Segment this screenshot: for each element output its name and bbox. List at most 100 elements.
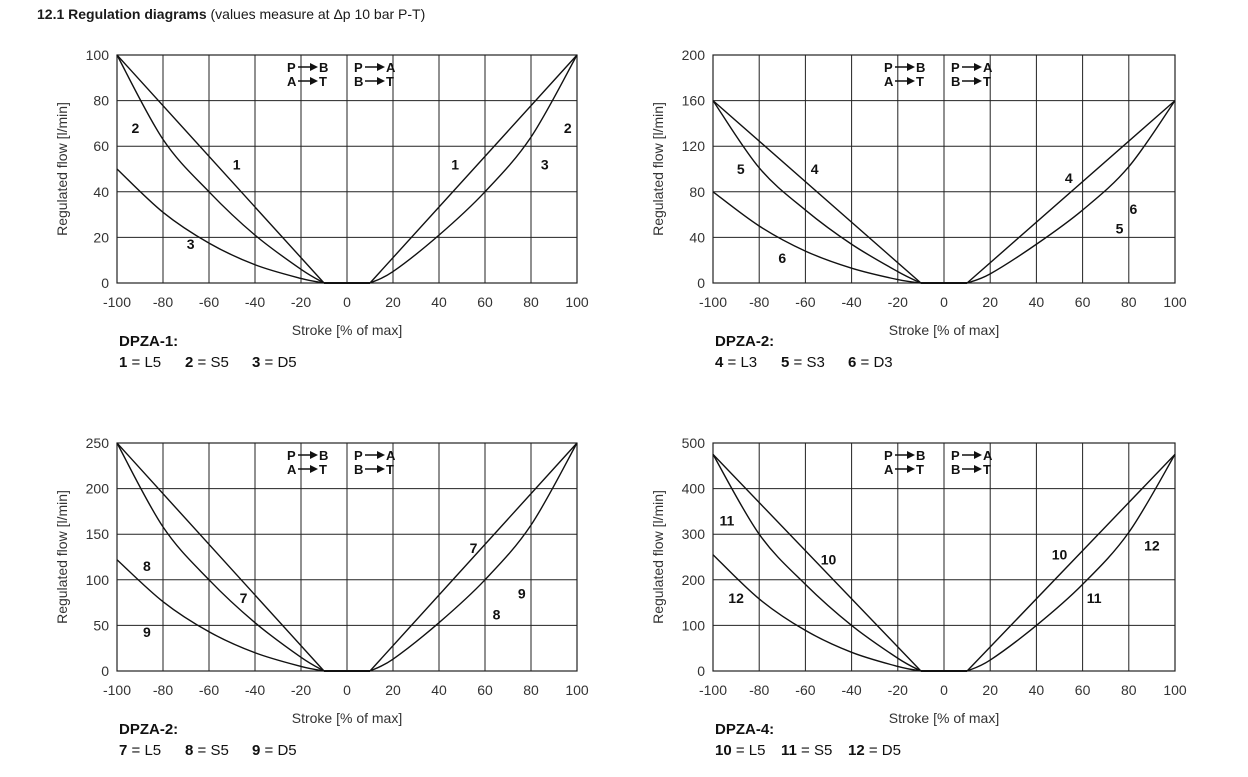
legend-code: = D3: [856, 354, 892, 371]
arrow-head-icon: [974, 77, 982, 85]
legend-number: 12: [848, 742, 865, 759]
legend-entry: 4 = L3: [715, 354, 757, 371]
model-title: DPZA-4:: [715, 721, 774, 738]
legend-code: = D5: [865, 742, 901, 759]
curve-label: 2: [564, 120, 572, 136]
flow-p-a-to: A: [983, 448, 993, 463]
legend-number: 4: [715, 354, 724, 371]
x-tick-label: 0: [940, 682, 948, 698]
x-tick-label: -40: [245, 682, 265, 698]
flow-p-a-from: P: [354, 448, 363, 463]
flow-p-b-to: B: [916, 448, 925, 463]
flow-a-t-from: A: [884, 462, 894, 477]
x-tick-label: 20: [385, 682, 401, 698]
legend-number: 3: [252, 354, 260, 371]
x-tick-label: -60: [795, 682, 815, 698]
curve-label: 1: [233, 156, 241, 172]
flow-p-b-from: P: [287, 60, 296, 75]
x-tick-label: 40: [431, 294, 447, 310]
x-tick-label: -100: [699, 294, 727, 310]
curve-label: 7: [470, 540, 478, 556]
series-line-1: [116, 54, 325, 284]
x-tick-label: -60: [199, 682, 219, 698]
x-tick-label: 0: [940, 294, 948, 310]
legend-entry: 3 = D5: [252, 354, 297, 371]
x-tick-label: 40: [431, 682, 447, 698]
y-tick-label: 250: [86, 435, 110, 451]
x-tick-label: 60: [1075, 682, 1091, 698]
flow-p-b-from: P: [884, 448, 893, 463]
series-line-5: [966, 100, 1176, 284]
legend-number: 8: [185, 742, 193, 759]
x-tick-label: 100: [565, 294, 589, 310]
flow-b-t-from: B: [354, 74, 363, 89]
series-line-1: [116, 442, 325, 672]
x-tick-label: 20: [982, 294, 998, 310]
series-line-4: [966, 100, 1176, 284]
y-tick-label: 20: [93, 229, 109, 245]
arrow-head-icon: [377, 451, 385, 459]
arrow-head-icon: [907, 63, 915, 71]
x-tick-label: 80: [523, 294, 539, 310]
legend-code: = L5: [127, 742, 161, 759]
legend-number: 11: [781, 742, 797, 759]
x-tick-label: 20: [982, 682, 998, 698]
x-tick-label: -40: [245, 294, 265, 310]
curve-label: 3: [541, 156, 549, 172]
series-line-3: [116, 168, 325, 284]
series-line-4: [369, 442, 578, 672]
flow-p-a-from: P: [354, 60, 363, 75]
series-line-2: [116, 54, 325, 284]
x-tick-label: -60: [795, 294, 815, 310]
legend-number: 1: [119, 354, 127, 371]
arrow-head-icon: [974, 465, 982, 473]
legend-entry: 8 = S5: [185, 742, 229, 759]
flow-p-b-to: B: [916, 60, 925, 75]
flow-p-a-to: A: [386, 448, 396, 463]
legend-number: 5: [781, 354, 789, 371]
x-tick-label: -100: [103, 294, 131, 310]
y-tick-label: 40: [93, 184, 109, 200]
x-axis-label: Stroke [% of max]: [889, 322, 999, 338]
x-tick-label: -80: [749, 294, 769, 310]
curve-label: 6: [778, 250, 786, 266]
chart-1: -100 -80 -60 -40 -20 0 20 40 60 80 100 0 20 40 60 80 100…: [54, 47, 589, 371]
legend-code: = S5: [797, 742, 832, 759]
y-axis-label: Regulated flow [l/min]: [650, 102, 666, 236]
arrow-head-icon: [974, 451, 982, 459]
flow-a-t-to: T: [916, 74, 924, 89]
flow-a-t-to: T: [319, 74, 327, 89]
legend-entry: 2 = S5: [185, 354, 229, 371]
curve-label: 2: [132, 120, 140, 136]
x-axis-label: Stroke [% of max]: [292, 710, 402, 726]
flow-p-a-from: P: [951, 448, 960, 463]
x-tick-label: 0: [343, 294, 351, 310]
y-tick-label: 0: [101, 663, 109, 679]
flow-p-a-to: A: [386, 60, 396, 75]
flow-p-b-from: P: [287, 448, 296, 463]
flow-a-t-from: A: [884, 74, 894, 89]
x-tick-label: 60: [1075, 294, 1091, 310]
x-tick-label: 100: [565, 682, 589, 698]
curve-label: 11: [1087, 590, 1102, 606]
series-line-5: [369, 54, 578, 284]
curve-label: 10: [1052, 547, 1068, 563]
x-tick-label: -20: [888, 294, 908, 310]
y-tick-label: 100: [682, 617, 706, 633]
curve-label: 8: [493, 606, 501, 622]
legend-number: 10: [715, 742, 732, 759]
curve-label: 9: [518, 585, 526, 601]
curve-label: 6: [1130, 201, 1138, 217]
x-tick-label: -40: [841, 682, 861, 698]
legend-entry: 12 = D5: [848, 742, 901, 759]
x-tick-label: 40: [1029, 294, 1045, 310]
arrow-head-icon: [377, 465, 385, 473]
curve-label: 4: [1065, 170, 1073, 186]
series-line-5: [369, 442, 578, 672]
arrow-head-icon: [907, 77, 915, 85]
y-tick-label: 500: [682, 435, 706, 451]
y-axis-label: Regulated flow [l/min]: [54, 490, 70, 624]
x-tick-label: -20: [291, 682, 311, 698]
x-tick-label: 60: [477, 682, 493, 698]
x-axis-label: Stroke [% of max]: [292, 322, 402, 338]
